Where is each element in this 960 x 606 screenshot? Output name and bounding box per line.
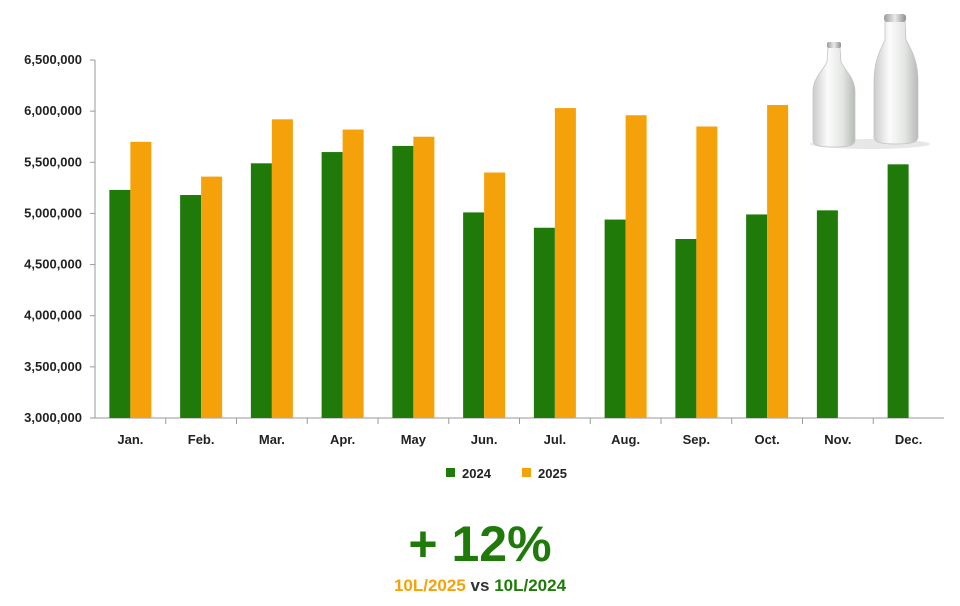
bar-2025-jul xyxy=(554,108,576,419)
legend-label-2024: 2024 xyxy=(462,466,492,481)
y-tick-label: 5,500,000 xyxy=(24,154,82,169)
bar-2024-sep xyxy=(675,239,697,418)
legend-swatch-2024 xyxy=(446,468,455,477)
bar-2024-aug xyxy=(604,219,626,418)
y-tick-label: 6,000,000 xyxy=(24,103,82,118)
comparison-previous: 10L/2024 xyxy=(494,576,567,595)
bar-2025-sep xyxy=(696,126,718,418)
bar-2025-apr xyxy=(342,129,364,418)
growth-headline: + 12% xyxy=(408,516,552,572)
chart: 3,000,000 3,500,000 4,000,000 4,500,000 5,00… xyxy=(24,14,944,481)
bar-2024-jul xyxy=(533,227,555,418)
bar-2025-mar xyxy=(271,119,293,418)
bar-2025-oct xyxy=(767,105,789,419)
x-tick-label: Aug. xyxy=(611,432,640,447)
bar-2024-apr xyxy=(321,152,343,419)
bar-2025-may xyxy=(413,136,435,418)
x-tick-label: Jan. xyxy=(117,432,143,447)
bar-2025-jan xyxy=(130,141,152,419)
x-tick-label: Mar. xyxy=(259,432,285,447)
x-tick-label: Sep. xyxy=(683,432,710,447)
y-tick-label: 4,000,000 xyxy=(24,308,82,323)
legend-swatch-2025 xyxy=(522,468,531,477)
x-tick-label: Dec. xyxy=(895,432,922,447)
x-tick-label: Jul. xyxy=(544,432,566,447)
bar-2024-mar xyxy=(250,163,272,418)
bar-2025-aug xyxy=(625,115,647,418)
comparison-caption: 10L/2025 vs 10L/2024 xyxy=(0,575,960,597)
legend-label-2025: 2025 xyxy=(538,466,567,481)
milk-bottles-image xyxy=(810,14,930,149)
y-tick-label: 3,500,000 xyxy=(24,359,82,374)
bar-2025-jun xyxy=(484,172,506,418)
x-tick-label: Jun. xyxy=(471,432,498,447)
axes xyxy=(90,59,944,424)
comparison-current: 10L/2025 xyxy=(393,576,466,595)
bar-2024-nov xyxy=(816,210,838,418)
y-tick-label: 5,000,000 xyxy=(24,205,82,220)
bar-2024-may xyxy=(392,145,414,419)
y-tick-label: 4,500,000 xyxy=(24,257,82,272)
bar-2024-dec xyxy=(887,164,909,418)
x-tick-label: Feb. xyxy=(188,432,215,447)
bars xyxy=(109,105,909,419)
bar-2024-oct xyxy=(746,214,768,418)
x-tick-label: May xyxy=(401,432,427,447)
comparison-vs: vs xyxy=(470,576,490,595)
x-tick-label: Apr. xyxy=(330,432,355,447)
x-tick-label: Nov. xyxy=(824,432,851,447)
bar-2024-feb xyxy=(180,195,202,418)
tick-labels: 3,000,000 3,500,000 4,000,000 4,500,000 5,00… xyxy=(24,52,922,447)
y-tick-label: 3,000,000 xyxy=(24,410,82,425)
legend: 2024 2025 xyxy=(446,466,567,481)
bar-2024-jun xyxy=(463,212,485,418)
x-tick-label: Oct. xyxy=(754,432,779,447)
bar-2025-feb xyxy=(201,176,223,418)
bar-2024-jan xyxy=(109,189,131,418)
y-tick-label: 6,500,000 xyxy=(24,52,82,67)
